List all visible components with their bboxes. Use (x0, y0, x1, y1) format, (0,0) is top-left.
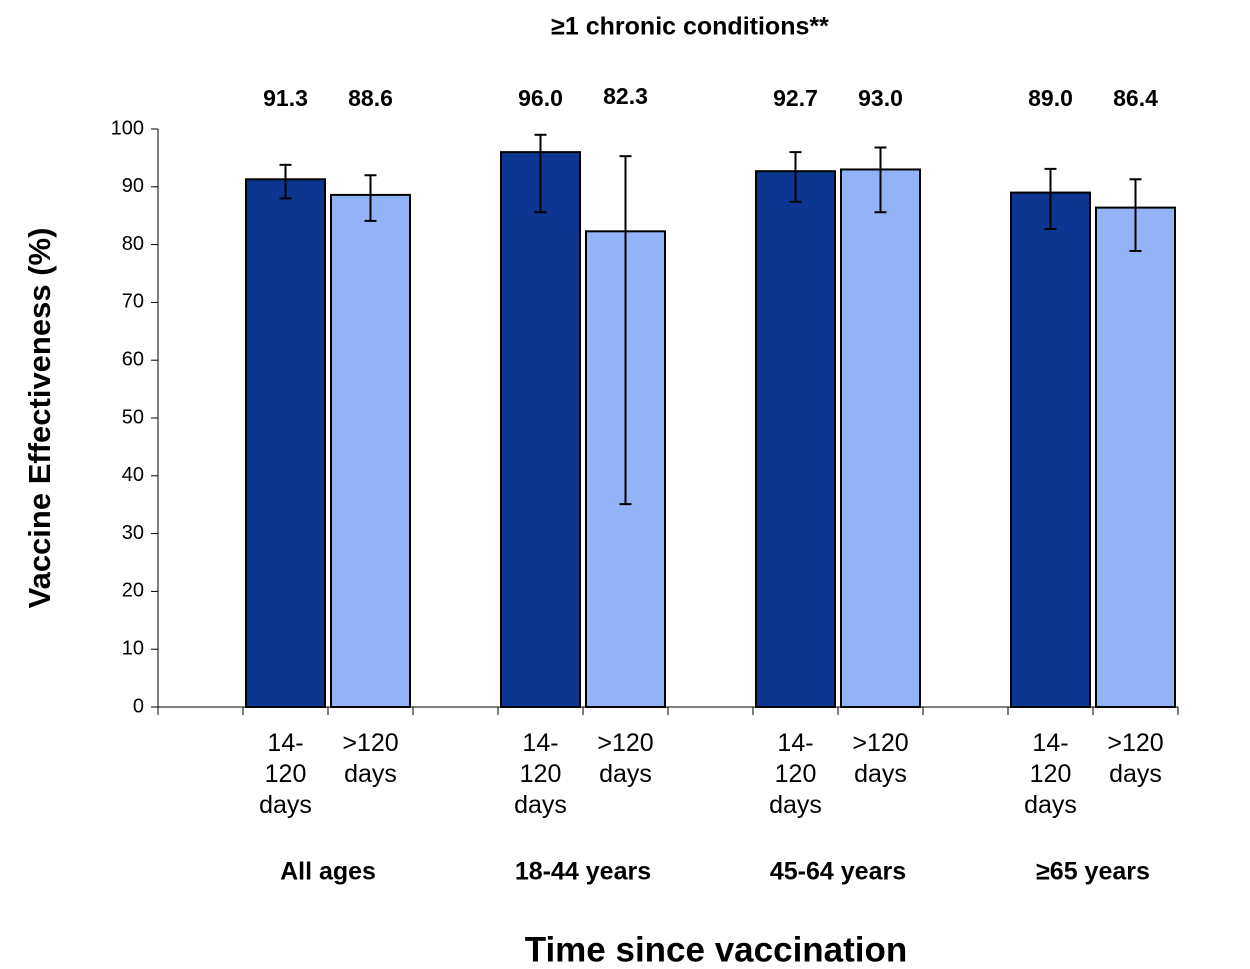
y-tick-label: 10 (122, 637, 144, 659)
group-label: ≥65 years (1036, 858, 1150, 886)
bar (840, 168, 921, 708)
data-label: 96.0 (518, 85, 563, 111)
data-label: 88.6 (348, 85, 393, 111)
y-tick-label: 70 (122, 291, 144, 313)
y-tick-label: 0 (133, 695, 144, 717)
y-axis-label: Vaccine Effectiveness (%) (22, 228, 57, 609)
bar-label: >120 days (1107, 729, 1164, 788)
bar-label: 14-120 days (769, 729, 822, 819)
y-tick-label: 100 (111, 117, 144, 139)
bar-label: >120 days (342, 729, 399, 788)
bar-label: 14-120 days (1024, 729, 1077, 819)
y-tick-label: 60 (122, 348, 144, 370)
bar (330, 193, 411, 708)
y-tick-label: 30 (122, 522, 144, 544)
data-label: 82.3 (603, 83, 648, 109)
y-tick-label: 50 (122, 406, 144, 428)
bar (1095, 206, 1176, 708)
bar-label: 14-120 days (514, 729, 567, 819)
bar (755, 170, 836, 709)
bar-label: >120 days (852, 729, 909, 788)
group-label: All ages (280, 858, 376, 886)
group-label: 45-64 years (770, 858, 906, 886)
y-tick-label: 90 (122, 175, 144, 197)
data-label: 91.3 (263, 85, 308, 111)
y-tick-label: 40 (122, 464, 144, 486)
data-label: 92.7 (773, 85, 818, 111)
y-tick-label: 20 (122, 580, 144, 602)
bar (245, 178, 326, 708)
bar (500, 151, 581, 708)
y-tick-label: 80 (122, 233, 144, 255)
data-label: 93.0 (858, 85, 903, 111)
bar-label: >120 days (597, 729, 654, 788)
bar (1010, 191, 1091, 708)
x-axis-label: Time since vaccination (525, 930, 908, 969)
group-label: 18-44 years (515, 858, 651, 886)
bar-label: 14-120 days (259, 729, 312, 819)
data-label: 86.4 (1113, 85, 1158, 111)
chart-title: ≥1 chronic conditions** (551, 13, 829, 41)
data-label: 89.0 (1028, 85, 1073, 111)
